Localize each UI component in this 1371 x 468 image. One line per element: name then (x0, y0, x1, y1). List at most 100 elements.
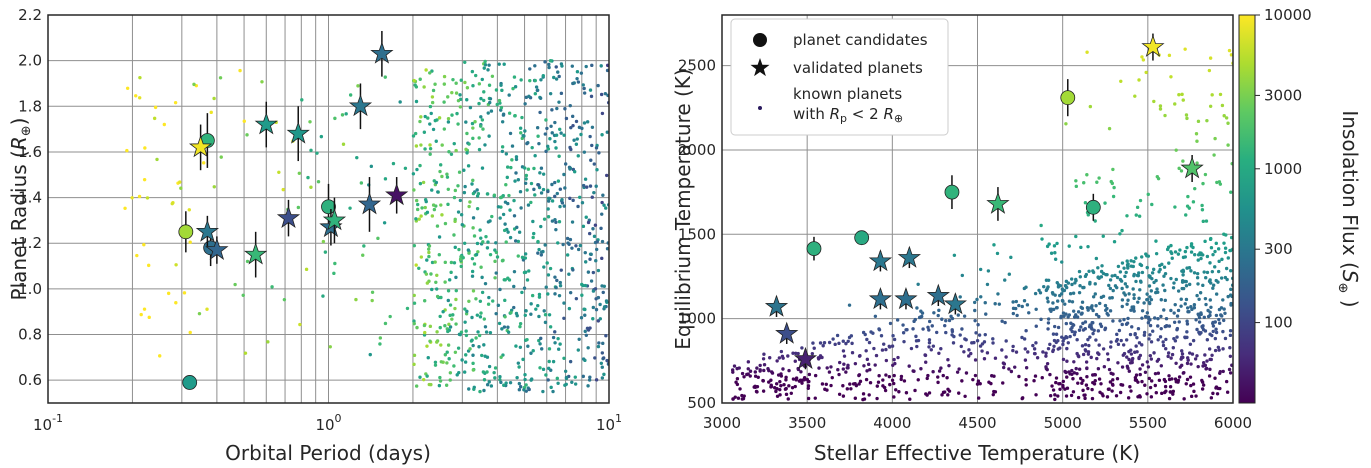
left-known-planet (412, 293, 416, 298)
left-known-planet (142, 177, 147, 182)
left-known-planet (524, 309, 528, 313)
right-known-planet (1116, 342, 1121, 347)
right-known-planet (835, 333, 840, 338)
left-known-planet (447, 357, 451, 361)
right-known-planet (1080, 306, 1085, 311)
left-known-planet (516, 361, 521, 365)
left-known-planet (548, 59, 553, 63)
right-known-planet (1088, 335, 1092, 339)
left-known-planet (517, 388, 522, 392)
right-known-planet (1181, 159, 1185, 163)
right-known-planet (1071, 291, 1076, 295)
left-known-planet (597, 341, 601, 345)
left-known-planet (420, 206, 424, 210)
right-known-planet (1111, 319, 1115, 323)
left-known-planet (596, 83, 600, 88)
left-known-planet (474, 73, 478, 78)
right-known-planet (850, 341, 854, 346)
right-known-planet (1214, 386, 1218, 390)
left-known-planet (541, 73, 545, 78)
left-known-planet (446, 343, 451, 347)
right-known-planet (1078, 284, 1082, 288)
left-known-planet (553, 217, 557, 222)
right-known-planet (784, 378, 788, 382)
left-known-planet (536, 183, 541, 187)
right-known-planet (1074, 366, 1078, 371)
right-known-planet (1067, 313, 1072, 317)
left-known-planet (459, 213, 464, 217)
left-known-planet (523, 373, 527, 377)
left-known-planet (537, 141, 541, 146)
left-known-planet (501, 212, 506, 217)
left-known-planet (602, 372, 606, 377)
left-known-planet (480, 275, 484, 280)
right-known-planet (975, 382, 980, 386)
right-known-planet (1127, 349, 1131, 354)
right-known-planet (1053, 393, 1057, 397)
right-known-planet (1143, 383, 1147, 387)
right-known-planet (1079, 312, 1084, 316)
right-known-planet (1173, 302, 1177, 307)
right-known-planet (973, 358, 978, 362)
left-known-planet (270, 285, 274, 289)
left-known-planet (570, 246, 574, 250)
left-known-planet (541, 172, 546, 176)
left-known-planet (438, 375, 442, 380)
left-known-planet (503, 222, 507, 226)
left-known-planet (525, 141, 529, 146)
right-known-planet (1140, 255, 1144, 259)
right-known-planet (1083, 327, 1087, 331)
left-known-planet (604, 206, 608, 210)
left-known-planet (583, 177, 588, 181)
right-known-planet (936, 375, 940, 379)
right-known-planet (867, 340, 872, 345)
left-known-planet (480, 77, 484, 82)
right-known-planet (983, 300, 987, 305)
left-known-planet (418, 119, 422, 124)
left-known-planet (513, 179, 517, 183)
right-known-planet (791, 351, 795, 355)
left-known-planet (586, 346, 590, 350)
right-known-planet (761, 378, 765, 383)
left-y-tick-label: 2.2 (18, 6, 42, 24)
right-y-tick-label: 1500 (678, 225, 716, 243)
left-known-planet (537, 314, 541, 319)
right-known-planet (1169, 75, 1173, 79)
left-known-planet (448, 313, 452, 318)
right-known-planet (1187, 282, 1192, 287)
left-known-planet (414, 384, 419, 388)
left-known-planet (589, 252, 593, 257)
left-known-planet (542, 309, 546, 313)
validated-marker (286, 121, 310, 144)
left-known-planet (477, 333, 482, 338)
right-known-planet (1099, 275, 1104, 279)
left-known-planet (496, 205, 501, 209)
right-known-planet (1175, 335, 1179, 339)
right-known-planet (1056, 394, 1060, 398)
right-known-planet (1017, 374, 1021, 379)
left-known-planet (544, 285, 548, 289)
right-known-planet (913, 388, 917, 393)
left-known-planet (430, 214, 435, 218)
left-known-planet (547, 347, 552, 351)
left-known-planet (550, 199, 555, 203)
validated-marker (897, 245, 921, 268)
left-known-planet (532, 166, 536, 171)
left-known-planet (512, 198, 516, 203)
right-known-planet (949, 314, 953, 319)
left-known-planet (482, 317, 487, 321)
right-known-planet (1122, 266, 1126, 270)
left-known-planet (485, 370, 489, 374)
right-known-planet (1000, 319, 1004, 323)
left-known-planet (605, 68, 609, 73)
right-known-planet (963, 394, 967, 399)
right-known-planet (1009, 255, 1013, 260)
left-known-planet (445, 175, 450, 179)
left-known-planet (508, 235, 513, 240)
right-known-planet (793, 359, 797, 363)
right-x-tick-label: 4000 (873, 414, 911, 432)
left-known-planet (570, 114, 575, 119)
right-known-planet (1213, 265, 1217, 269)
right-known-planet (1118, 319, 1122, 323)
right-known-planet (1143, 370, 1148, 375)
